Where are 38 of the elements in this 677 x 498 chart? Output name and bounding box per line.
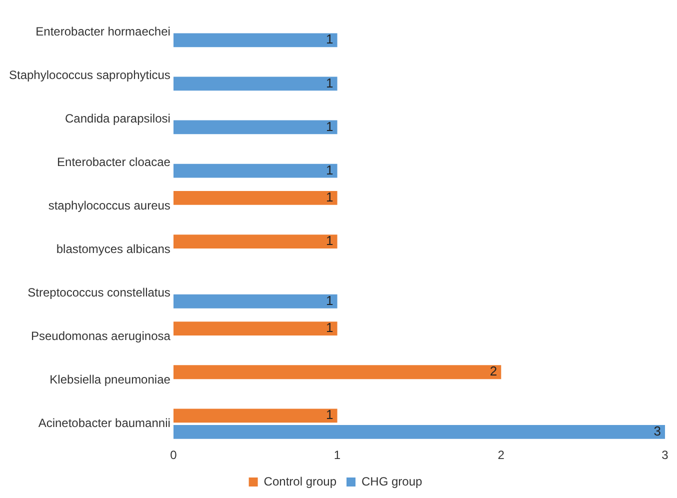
y-tick-label: Streptococcus constellatus <box>28 286 170 300</box>
bar <box>173 33 338 48</box>
data-label: 1 <box>326 75 334 90</box>
data-label: 1 <box>326 190 334 205</box>
data-label: 2 <box>490 364 498 379</box>
bar <box>173 191 338 205</box>
bar <box>173 322 338 336</box>
bar <box>173 120 338 134</box>
data-label: 1 <box>326 320 334 336</box>
data-label: 1 <box>326 233 334 248</box>
y-tick-label: Staphylococcus saprophyticus <box>9 68 170 82</box>
data-label: 1 <box>326 407 334 422</box>
data-label: 1 <box>326 292 334 308</box>
x-tick-label: 3 <box>662 448 669 462</box>
bar <box>173 425 665 439</box>
bar <box>173 234 338 248</box>
x-tick-label: 2 <box>498 448 505 462</box>
bar <box>173 294 338 308</box>
y-tick-label: blastomyces albicans <box>56 242 170 256</box>
y-tick-label: Acinetobacter baumannii <box>38 416 170 430</box>
data-label: 1 <box>326 32 334 47</box>
bar <box>173 408 338 423</box>
y-tick-label: Klebsiella pneumoniae <box>50 372 171 387</box>
y-tick-label: staphylococcus aureus <box>48 198 170 212</box>
y-tick-label: Pseudomonas aeruginosa <box>30 329 171 344</box>
bar <box>173 76 338 91</box>
y-tick-label: Enterobacter cloacae <box>57 154 171 169</box>
x-tick-label: 1 <box>334 448 341 462</box>
bar <box>173 164 338 178</box>
data-label: 1 <box>326 118 334 134</box>
legend-label: CHG group <box>362 474 423 488</box>
y-tick-label: Candida parapsilosi <box>65 111 170 126</box>
legend-label: Control group <box>264 474 337 488</box>
bar <box>173 365 502 380</box>
x-tick-label: 0 <box>170 448 178 462</box>
data-label: 1 <box>326 162 334 178</box>
y-tick-label: Enterobacter hormaechei <box>36 24 170 38</box>
data-label: 3 <box>654 424 661 439</box>
